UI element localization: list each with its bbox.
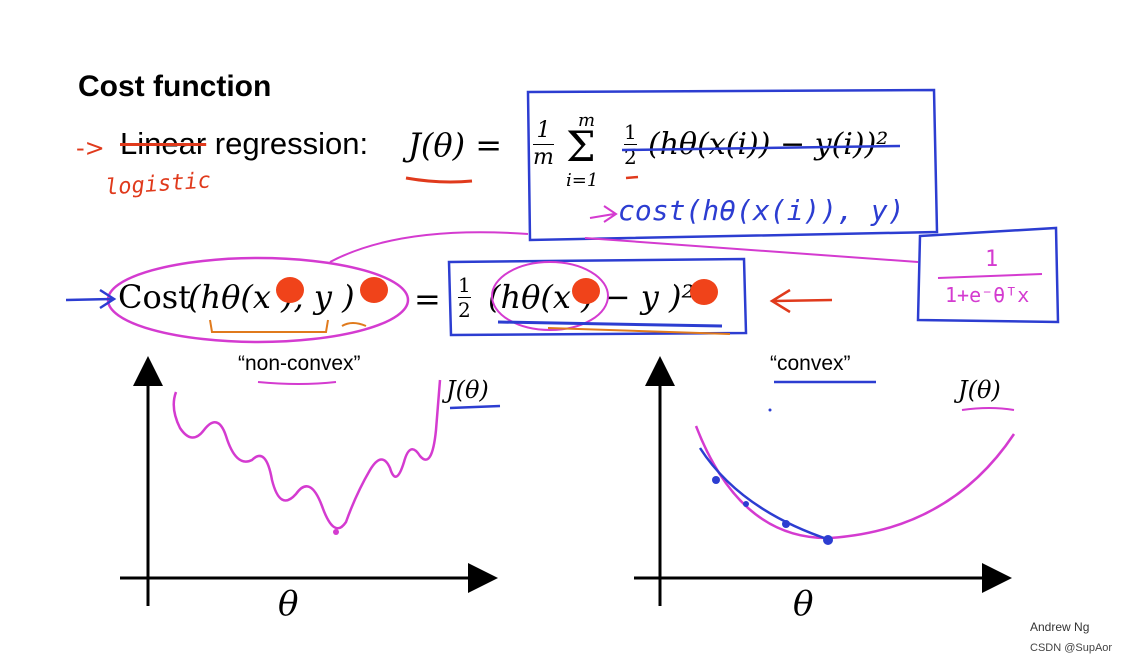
red-blob-3: [572, 278, 600, 304]
linear-regression-label: Linear regression:: [120, 126, 368, 162]
sigmoid-fraction-bar: [937, 273, 1043, 279]
struck-linear-word: Linear: [120, 126, 207, 161]
red-arrow-annotation: ->: [76, 134, 105, 162]
fraction-numerator: 1: [624, 120, 637, 144]
right-plot-ylabel: J(θ): [958, 376, 1001, 404]
left-plot-ylabel: J(θ): [446, 376, 489, 404]
sum-upper-limit: m: [578, 110, 596, 131]
cost-arguments: (hθ(x ), y ): [188, 278, 355, 316]
sum-lower-limit: i=1: [566, 170, 599, 191]
fraction-numerator: 1: [458, 273, 471, 297]
cost-equals-sign: =: [414, 280, 441, 318]
regression-word: regression:: [206, 126, 369, 161]
cost-fraction-half: 1 2: [458, 273, 471, 322]
blue-box-cost-rhs: [447, 257, 748, 337]
non-convex-minimum-dot: [333, 529, 339, 535]
j-left-underline: [449, 404, 501, 410]
j-right-underline: [961, 407, 1015, 411]
magenta-ellipse-cost: [106, 256, 410, 344]
red-blob-4: [690, 279, 718, 305]
descent-step-3: [782, 520, 790, 528]
gradient-descent-path: [698, 447, 831, 542]
magenta-oval-hx: [491, 261, 609, 331]
convex-caption: “convex”: [770, 352, 851, 375]
right-plot-xlabel: θ: [793, 584, 814, 624]
blue-box-sigmoid: [916, 226, 1060, 324]
fraction-denominator: m: [533, 144, 554, 170]
red-blob-2: [360, 277, 388, 303]
red-underline-j: [405, 176, 473, 184]
j-theta-lhs: J(θ) =: [408, 126, 503, 164]
descent-step-2: [743, 501, 749, 507]
blue-box-formula: [526, 88, 939, 242]
convex-curve: [694, 425, 1016, 540]
non-convex-caption: “non-convex”: [238, 352, 361, 375]
orange-underline-rhs: [547, 327, 731, 335]
stray-dot: [768, 408, 772, 412]
sigmoid-numerator: 1: [985, 247, 998, 272]
fraction-numerator: 1: [536, 118, 551, 143]
csdn-watermark: CSDN @SupAor: [1030, 642, 1113, 654]
magenta-connector: [329, 231, 529, 263]
author-credit: Andrew Ng: [1030, 620, 1090, 634]
descent-step-4: [823, 535, 833, 545]
descent-step-1: [712, 476, 720, 484]
sum-sign: Σ: [566, 122, 596, 171]
slide-title: Cost function: [78, 70, 272, 103]
sigmoid-denominator: 1+e⁻θᵀx: [945, 283, 1029, 307]
orange-bracket-y: [341, 322, 367, 327]
red-dash-half: [625, 175, 639, 180]
nonconvex-underline: [257, 381, 337, 385]
red-arrow-left: [769, 288, 833, 314]
blue-underline-rhs: [497, 320, 723, 328]
orange-bracket-h: [209, 319, 329, 333]
cost-word: Cost: [118, 278, 192, 316]
blue-arrow-cost: [589, 205, 618, 223]
squared-error-expression: (hθ(x(i)) − y(i))²: [648, 127, 889, 162]
left-plot-xlabel: θ: [278, 584, 299, 624]
non-convex-curve: [172, 379, 442, 530]
red-blob-1: [276, 277, 304, 303]
blue-arrow-into-cost: [65, 288, 117, 310]
handwritten-cost-annotation: cost(hθ(x(i)), y): [618, 194, 905, 227]
fraction-one-over-m: 1 m: [533, 118, 554, 171]
fraction-denominator: 2: [458, 297, 471, 322]
strike-through-line: [621, 144, 901, 152]
magenta-connector-right: [584, 237, 919, 263]
